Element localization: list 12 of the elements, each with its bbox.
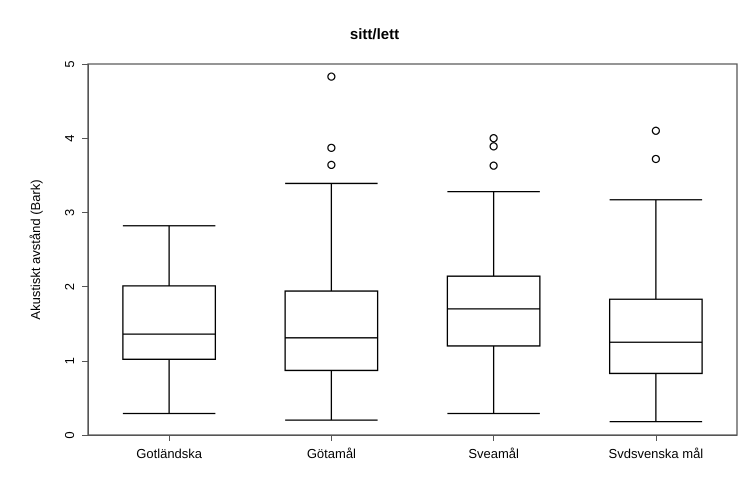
y-tick-label: 3 xyxy=(62,208,77,216)
y-tick-label: 4 xyxy=(62,134,77,142)
x-tick-label: Gotländska xyxy=(136,446,203,461)
y-tick-label: 0 xyxy=(62,431,77,439)
x-tick-label: Götamål xyxy=(306,446,356,461)
chart-title: sitt/lett xyxy=(350,26,400,43)
y-tick-label: 1 xyxy=(62,357,77,364)
y-tick-label: 5 xyxy=(62,60,77,68)
y-tick-label: 2 xyxy=(62,282,77,290)
x-tick-label: Svdsvenska mål xyxy=(608,446,704,461)
x-tick-label: Sveamål xyxy=(468,446,520,461)
y-axis-title: Akustiskt avstånd (Bark) xyxy=(28,179,43,320)
